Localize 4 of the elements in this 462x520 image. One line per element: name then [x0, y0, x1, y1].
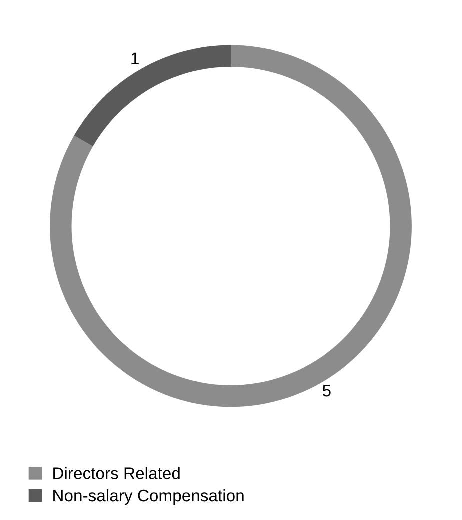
data-label: 5 — [322, 385, 331, 397]
data-label: 1 — [132, 52, 139, 64]
legend-label: Directors Related — [54, 467, 180, 480]
legend-label: Non-salary Compensation — [54, 489, 244, 505]
